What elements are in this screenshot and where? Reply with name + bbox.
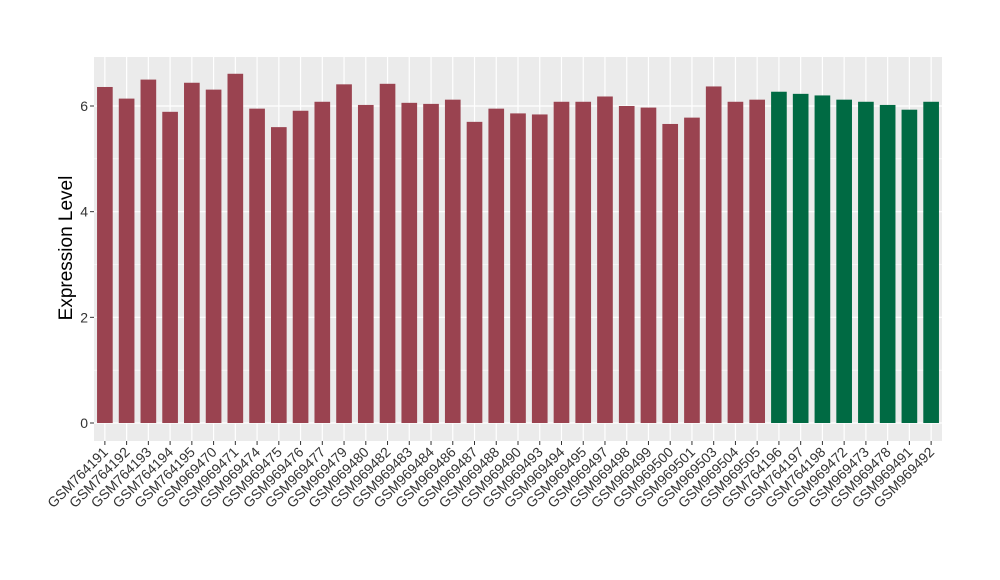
- bar-GSM969486: [444, 99, 461, 423]
- bar-GSM969499: [640, 107, 657, 424]
- bar-GSM764193: [140, 79, 157, 423]
- bar-GSM969482: [379, 83, 396, 423]
- bar-GSM969474: [249, 108, 265, 424]
- bar-GSM969479: [336, 84, 352, 424]
- bar-GSM969493: [531, 114, 548, 423]
- bar-GSM969488: [488, 108, 505, 424]
- y-tick-label: 6: [80, 98, 88, 114]
- bar-GSM969498: [618, 106, 635, 423]
- bar-GSM764195: [184, 82, 200, 424]
- bar-GSM969500: [662, 123, 679, 424]
- bars: [97, 73, 939, 424]
- x-axis: GSM764191GSM764192GSM764193GSM764194GSM7…: [44, 441, 937, 511]
- bar-GSM969490: [510, 113, 526, 423]
- bar-GSM969477: [314, 101, 331, 424]
- bar-GSM969471: [227, 73, 244, 423]
- bar-GSM969491: [901, 109, 918, 423]
- bar-GSM969505: [749, 99, 766, 423]
- bar-GSM969480: [357, 104, 374, 424]
- y-tick-label: 4: [80, 204, 88, 220]
- bar-GSM969475: [270, 127, 287, 423]
- y-axis: 0 2 4 6: [80, 98, 94, 431]
- bar-GSM764197: [792, 93, 809, 424]
- bar-GSM764191: [97, 86, 113, 423]
- bar-GSM969494: [553, 101, 570, 424]
- bar-GSM764196: [771, 91, 787, 424]
- bar-GSM969473: [858, 101, 874, 424]
- bar-GSM969487: [466, 121, 483, 423]
- bar-GSM969472: [836, 99, 852, 423]
- bar-GSM969495: [575, 101, 592, 424]
- bar-GSM969497: [597, 96, 613, 424]
- y-tick-label: 0: [80, 415, 88, 431]
- bar-GSM764192: [118, 98, 135, 423]
- bar-GSM969504: [727, 101, 744, 424]
- bar-GSM969476: [292, 110, 309, 423]
- bar-GSM764198: [814, 95, 831, 423]
- bar-GSM969470: [205, 89, 222, 423]
- bar-GSM969484: [423, 103, 439, 424]
- bar-GSM969503: [705, 86, 722, 424]
- y-axis-title: Expression Level: [56, 176, 77, 321]
- bar-GSM969501: [684, 117, 700, 423]
- y-tick-label: 2: [80, 309, 88, 325]
- bar-GSM969492: [923, 101, 939, 424]
- bar-GSM969483: [401, 102, 418, 423]
- bar-GSM764194: [162, 111, 178, 423]
- bar-GSM969478: [879, 104, 896, 424]
